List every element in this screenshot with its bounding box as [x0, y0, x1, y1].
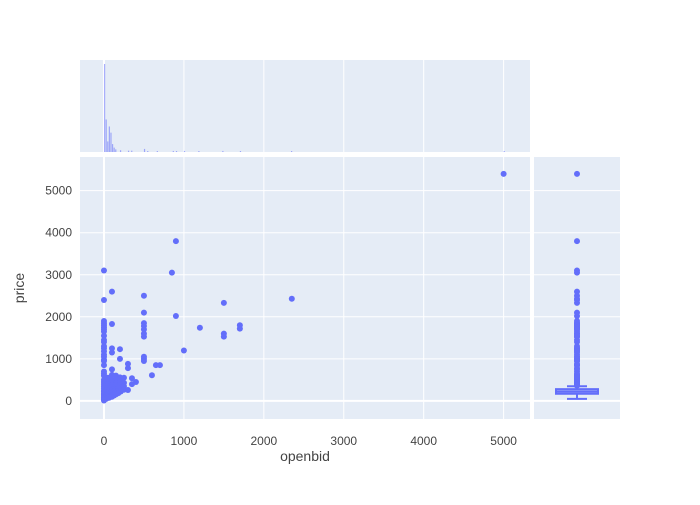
histogram-bar: [111, 144, 114, 152]
histogram-bar: [113, 147, 115, 152]
histogram-bar: [131, 150, 133, 152]
y-tick-label: 2000: [45, 310, 72, 324]
histogram-bar: [143, 148, 146, 152]
y-tick-label: 5000: [45, 184, 72, 198]
histogram-bar: [110, 132, 112, 152]
histogram-bar: [239, 151, 242, 152]
x-tick-label: 1000: [171, 434, 198, 448]
scatter-point: [100, 328, 107, 335]
scatter-point: [236, 325, 243, 332]
box-outlier-point: [574, 267, 580, 274]
scatter-point: [140, 309, 147, 316]
histogram-bar: [156, 151, 158, 152]
histogram-bar: [108, 126, 110, 152]
histogram-bar: [147, 151, 149, 152]
scatter-point: [108, 288, 115, 295]
box-outlier-point: [574, 339, 580, 346]
x-tick-label: 5000: [490, 434, 517, 448]
x-tick-label: 0: [101, 434, 108, 448]
x-tick-labels: 0 1000 2000 3000 4000 5000: [101, 434, 518, 448]
scatter-point: [128, 375, 135, 382]
scatter-point: [140, 292, 147, 299]
scatter-point: [500, 170, 507, 177]
y-tick-label: 1000: [45, 352, 72, 366]
scatter-point: [148, 372, 155, 379]
scatter-point: [220, 333, 227, 340]
histogram-bar: [119, 150, 122, 152]
scatter-point: [100, 332, 107, 339]
scatter-point: [172, 312, 179, 319]
histogram-bar: [107, 141, 109, 152]
box-outlier-point: [574, 299, 580, 306]
histogram-bar: [127, 150, 130, 152]
x-tick-label: 2000: [250, 434, 277, 448]
scatter-point: [128, 381, 135, 388]
marginal-x-area: [80, 60, 530, 152]
box-outlier-point: [574, 238, 580, 245]
scatter-point: [156, 362, 163, 369]
scatter-point: [108, 345, 115, 352]
scatter-point: [100, 397, 107, 404]
scatter-point: [220, 299, 227, 306]
histogram-bar: [198, 151, 200, 152]
x-tick-label: 4000: [410, 434, 437, 448]
histogram-bar: [222, 150, 224, 152]
scatter-points: [100, 170, 507, 404]
histogram-bar: [103, 64, 106, 152]
scatter-point: [196, 324, 203, 331]
marginal-x-histogram: [103, 64, 505, 152]
scatter-point: [288, 295, 295, 302]
main-plot-area: [80, 157, 530, 419]
box-outlier-point: [574, 382, 580, 389]
histogram-bar: [291, 151, 293, 152]
scatter-point: [100, 267, 107, 274]
histogram-bar: [183, 150, 186, 152]
y-tick-label: 0: [65, 394, 72, 408]
scatter-point: [116, 355, 123, 362]
histogram-bar: [175, 151, 178, 152]
scatter-point: [140, 333, 147, 340]
scatter-point: [124, 386, 131, 393]
x-tick-label: 3000: [330, 434, 357, 448]
y-axis-title: price: [11, 273, 27, 304]
scatter-point: [100, 339, 107, 346]
scatter-point: [100, 357, 107, 364]
scatter-point: [108, 366, 115, 373]
scatter-point: [116, 346, 123, 353]
scatter-point: [180, 347, 187, 354]
scatter-point: [108, 320, 115, 327]
histogram-bar: [105, 119, 107, 152]
scatter-point: [140, 326, 147, 333]
main-plot-background: [80, 157, 530, 419]
scatter-point: [172, 238, 179, 245]
scatter-point: [108, 349, 115, 356]
scatter-point: [140, 357, 147, 364]
marginal-y-area: [534, 157, 620, 419]
box-outlier-point: [574, 288, 580, 295]
main-grid: [80, 157, 530, 419]
scatter-point: [100, 296, 107, 303]
histogram-bar: [172, 150, 174, 152]
scatter-point: [100, 362, 107, 369]
histogram-bar: [503, 151, 505, 152]
scatter-point: [124, 360, 131, 367]
marginal-y-outliers: [574, 170, 580, 389]
y-tick-label: 3000: [45, 268, 72, 282]
histogram-bar: [115, 149, 117, 152]
y-tick-labels: 0 1000 2000 3000 4000 5000: [45, 184, 72, 408]
scatter-point: [168, 269, 175, 276]
box-outlier-point: [574, 170, 580, 177]
box-outlier-point: [574, 312, 580, 319]
y-tick-label: 4000: [45, 226, 72, 240]
marginal-x-background: [80, 60, 530, 152]
scatter-point: [124, 365, 131, 372]
x-axis-title: openbid: [280, 448, 330, 464]
